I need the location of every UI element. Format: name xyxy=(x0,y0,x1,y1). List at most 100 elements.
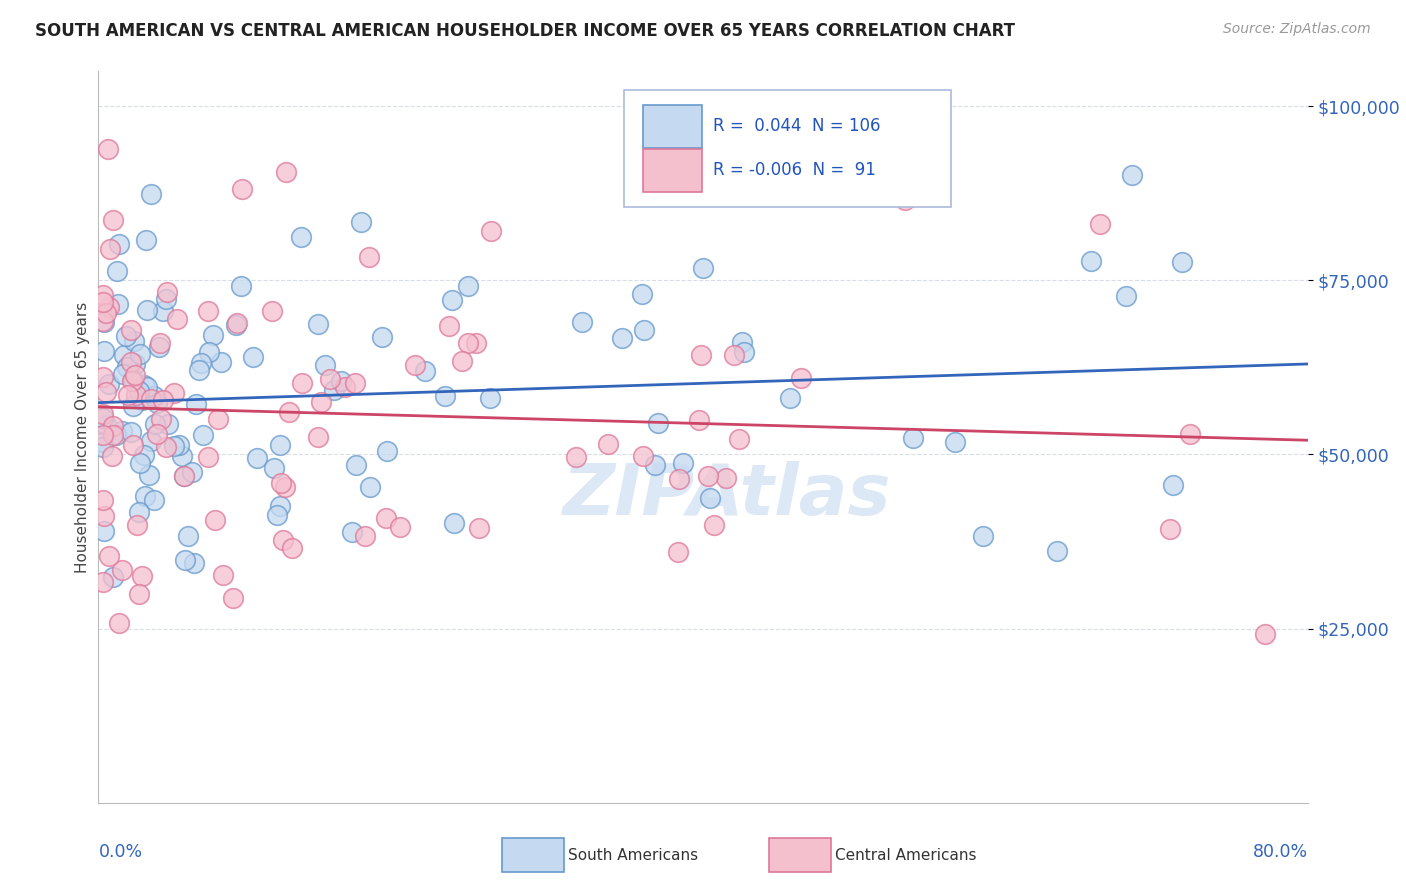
Point xyxy=(107,237,129,252)
Point xyxy=(183,556,205,570)
Point xyxy=(596,436,619,450)
Point xyxy=(121,374,143,388)
Point xyxy=(731,334,754,349)
Point xyxy=(723,348,745,362)
Point xyxy=(131,569,153,583)
Point xyxy=(97,549,120,563)
Point xyxy=(170,449,193,463)
Point xyxy=(101,419,124,434)
Point xyxy=(699,491,721,505)
Point xyxy=(1253,627,1275,641)
Text: 0.0%: 0.0% xyxy=(98,843,142,861)
Point xyxy=(457,335,479,350)
Point xyxy=(184,397,207,411)
Point xyxy=(478,391,501,405)
Point xyxy=(193,428,215,442)
Point xyxy=(1161,478,1184,492)
Point xyxy=(180,465,202,479)
Point xyxy=(229,279,252,293)
Point xyxy=(111,424,134,438)
Point xyxy=(225,316,247,330)
Point xyxy=(91,295,114,310)
Point xyxy=(128,587,150,601)
Point xyxy=(104,428,127,442)
Point xyxy=(120,425,142,439)
Point xyxy=(633,322,655,336)
Point xyxy=(692,260,714,275)
Point xyxy=(91,370,114,384)
Point xyxy=(141,392,163,406)
Point xyxy=(571,315,593,329)
Point xyxy=(105,263,128,277)
Point xyxy=(359,480,381,494)
Point xyxy=(357,250,380,264)
Point xyxy=(150,412,173,426)
Point xyxy=(903,431,925,445)
Point xyxy=(149,335,172,350)
Point xyxy=(107,615,129,630)
Point xyxy=(733,345,755,359)
Point xyxy=(94,417,117,432)
Point xyxy=(972,529,994,543)
Point xyxy=(270,476,292,491)
Point xyxy=(703,517,725,532)
Point xyxy=(91,428,114,442)
Point xyxy=(91,314,114,328)
Point xyxy=(433,389,456,403)
Point xyxy=(129,347,152,361)
Point xyxy=(101,449,124,463)
Point xyxy=(201,328,224,343)
Point xyxy=(91,440,114,454)
Point xyxy=(128,384,150,398)
Point xyxy=(894,193,917,207)
Point xyxy=(93,508,115,523)
Point xyxy=(136,380,159,394)
Point xyxy=(1171,255,1194,269)
Point xyxy=(128,505,150,519)
Point xyxy=(101,212,124,227)
Point xyxy=(465,336,488,351)
Point xyxy=(443,516,465,530)
Point xyxy=(174,552,197,566)
Point xyxy=(291,376,314,390)
Point xyxy=(177,529,200,543)
Y-axis label: Householder Income Over 65 years: Householder Income Over 65 years xyxy=(75,301,90,573)
Point xyxy=(274,164,297,178)
Point xyxy=(91,574,114,589)
Point xyxy=(269,438,291,452)
Point xyxy=(789,371,811,385)
Point xyxy=(173,468,195,483)
Point xyxy=(139,186,162,201)
Point xyxy=(91,492,114,507)
Text: Central Americans: Central Americans xyxy=(835,848,977,863)
Text: South Americans: South Americans xyxy=(568,848,699,863)
Point xyxy=(212,567,235,582)
Point xyxy=(344,458,367,472)
Point xyxy=(155,292,177,306)
Point xyxy=(728,432,751,446)
Point xyxy=(128,456,150,470)
Point xyxy=(307,317,329,331)
Point xyxy=(350,215,373,229)
Point xyxy=(307,430,329,444)
Point xyxy=(122,334,145,349)
Point xyxy=(404,358,426,372)
Point xyxy=(690,348,713,362)
Point xyxy=(173,469,195,483)
Point xyxy=(457,279,479,293)
Point xyxy=(91,407,114,421)
Point xyxy=(672,456,695,470)
FancyBboxPatch shape xyxy=(643,149,702,192)
Point xyxy=(441,293,464,308)
Point xyxy=(1090,218,1112,232)
Point xyxy=(190,356,212,370)
Point xyxy=(198,345,221,359)
Point xyxy=(97,300,120,314)
Point xyxy=(124,357,146,371)
Point xyxy=(319,372,342,386)
Point xyxy=(152,393,174,408)
Point xyxy=(155,440,177,454)
Point xyxy=(163,439,186,453)
Point xyxy=(666,544,689,558)
Text: R = -0.006  N =  91: R = -0.006 N = 91 xyxy=(713,161,876,179)
